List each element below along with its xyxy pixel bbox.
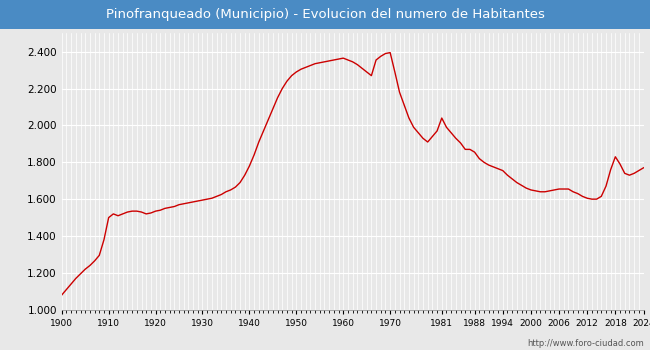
- Text: http://www.foro-ciudad.com: http://www.foro-ciudad.com: [526, 339, 644, 348]
- Text: Pinofranqueado (Municipio) - Evolucion del numero de Habitantes: Pinofranqueado (Municipio) - Evolucion d…: [105, 8, 545, 21]
